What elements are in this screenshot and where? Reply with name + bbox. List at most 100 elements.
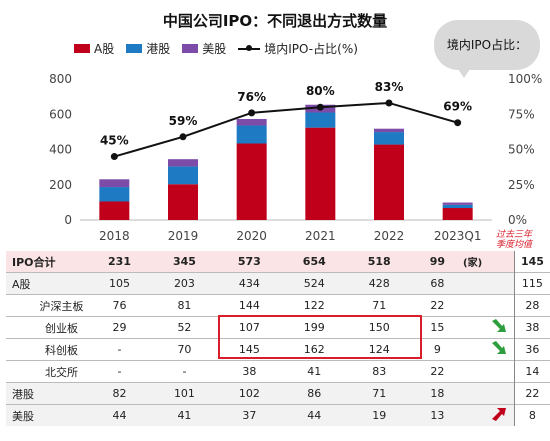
table-cell: 573 (216, 251, 282, 273)
share-point (110, 153, 118, 161)
legend-item-hk: 港股 (126, 40, 170, 57)
legend-item-line: 境内IPO-占比(%) (238, 40, 358, 57)
table-cell: 231 (87, 251, 152, 273)
legend-label-us: 美股 (202, 42, 227, 56)
y-left-tick-label: 800 (49, 72, 72, 86)
legend-label-line: 境内IPO-占比(%) (264, 42, 358, 56)
share-data-label: 59% (169, 114, 198, 128)
y-right-tick-label: 50% (508, 143, 535, 157)
unit-cell: (家) (463, 251, 485, 273)
table-row: 沪深主板 76 81 144 122 71 22 28 (6, 294, 550, 317)
table-cell: 19 (346, 404, 412, 426)
table-cell: 41 (151, 404, 217, 426)
x-tick-label: 2022 (374, 229, 405, 243)
table-cell: 70 (151, 338, 217, 361)
table-cell: 9 (411, 338, 464, 361)
bar-hk (168, 166, 198, 185)
table-row: IPO合计 231 345 573 654 518 99 (家) 145 (6, 251, 550, 273)
callout-bubble-tail (456, 66, 472, 78)
x-tick-label: 2019 (168, 229, 199, 243)
legend-swatch-hk (126, 44, 143, 53)
share-data-label: 76% (237, 90, 266, 104)
table-cell: 71 (346, 382, 412, 405)
arrow-cell (484, 294, 515, 317)
table-cell: 82 (87, 382, 152, 405)
bar-a (236, 143, 267, 220)
table-cell: 203 (151, 272, 217, 295)
bar-hk (236, 125, 267, 144)
quarterly-average-cell: 145 (513, 251, 550, 273)
table-cell: 434 (216, 272, 282, 295)
arrow-cell (484, 360, 515, 383)
arrow-cell (484, 251, 515, 273)
quarterly-average-cell: 22 (513, 382, 550, 405)
table-cell: - (151, 360, 217, 383)
table-cell: 83 (346, 360, 412, 383)
table-cell: 38 (216, 360, 282, 383)
bar-hk (374, 132, 404, 145)
table-cell: 107 (216, 316, 282, 339)
table-cell: 81 (151, 294, 217, 317)
table-cell: 37 (216, 404, 282, 426)
legend-item-a: A股 (74, 40, 114, 57)
quarterly-average-cell: 28 (513, 294, 550, 317)
unit-cell (463, 294, 485, 317)
unit-cell (463, 404, 485, 426)
y-right-tick-label: 75% (508, 107, 535, 121)
table-cell: 68 (411, 272, 464, 295)
table-cell: 13 (411, 404, 464, 426)
arrow-cell (484, 272, 515, 295)
row-label: 北交所 (6, 360, 88, 383)
table-cell: 44 (87, 404, 152, 426)
y-left-tick-label: 0 (64, 213, 72, 227)
table-cell: 345 (151, 251, 217, 273)
unit-cell (463, 272, 485, 295)
side-note: 过去三年 季度均值 (487, 230, 541, 250)
bar-us (168, 159, 198, 167)
side-note-line: 季度均值 (495, 240, 532, 250)
quarterly-average-cell: 38 (513, 316, 550, 339)
table-cell: 162 (281, 338, 347, 361)
table-cell: 124 (346, 338, 412, 361)
legend-swatch-line (238, 44, 261, 53)
bar-a (442, 208, 473, 220)
table-cell: 86 (281, 382, 347, 405)
table-cell: 524 (281, 272, 347, 295)
row-label: 科创板 (6, 338, 88, 361)
share-point (385, 99, 393, 107)
table-cell: 44 (281, 404, 347, 426)
table-cell: 428 (346, 272, 412, 295)
share-data-label: 83% (375, 80, 404, 94)
stacked-bar-chart: 0 200 400 600 800 0% 25% 50% 75% 100% 2018 2019 2020… (49, 72, 542, 243)
row-label: IPO合计 (6, 251, 88, 273)
table-cell: 29 (87, 316, 152, 339)
bar-us (99, 179, 130, 188)
table-cell: 150 (346, 316, 412, 339)
quarterly-average-cell: 14 (513, 360, 550, 383)
row-label: A股 (6, 272, 88, 295)
table-cell: 41 (281, 360, 347, 383)
table-cell: 654 (281, 251, 347, 273)
bar-a (168, 184, 198, 220)
table-cell: 71 (346, 294, 412, 317)
y-left-tick-label: 200 (49, 178, 72, 192)
legend-item-us: 美股 (182, 40, 226, 57)
y-right-tick-label: 100% (508, 72, 542, 86)
table-row: 科创板 -70 145 162 124 9 36 (6, 338, 550, 361)
table-cell: 144 (216, 294, 282, 317)
row-label: 沪深主板 (6, 294, 88, 317)
side-note-line: 过去三年 (495, 230, 532, 240)
arrow-cell (484, 382, 515, 405)
highlight-box (218, 315, 422, 359)
share-line (114, 101, 458, 158)
table-cell: 105 (87, 272, 152, 295)
table-cell: 102 (216, 382, 282, 405)
table-cell: 76 (87, 294, 152, 317)
x-tick-label: 2021 (305, 229, 336, 243)
table-cell: - (87, 338, 152, 361)
table-cell: 145 (216, 338, 282, 361)
table-row: 北交所 - -38 41 83 22 14 (6, 360, 550, 383)
x-tick-label: 2018 (99, 229, 130, 243)
bar-us (236, 119, 267, 126)
unit-cell (463, 382, 485, 405)
